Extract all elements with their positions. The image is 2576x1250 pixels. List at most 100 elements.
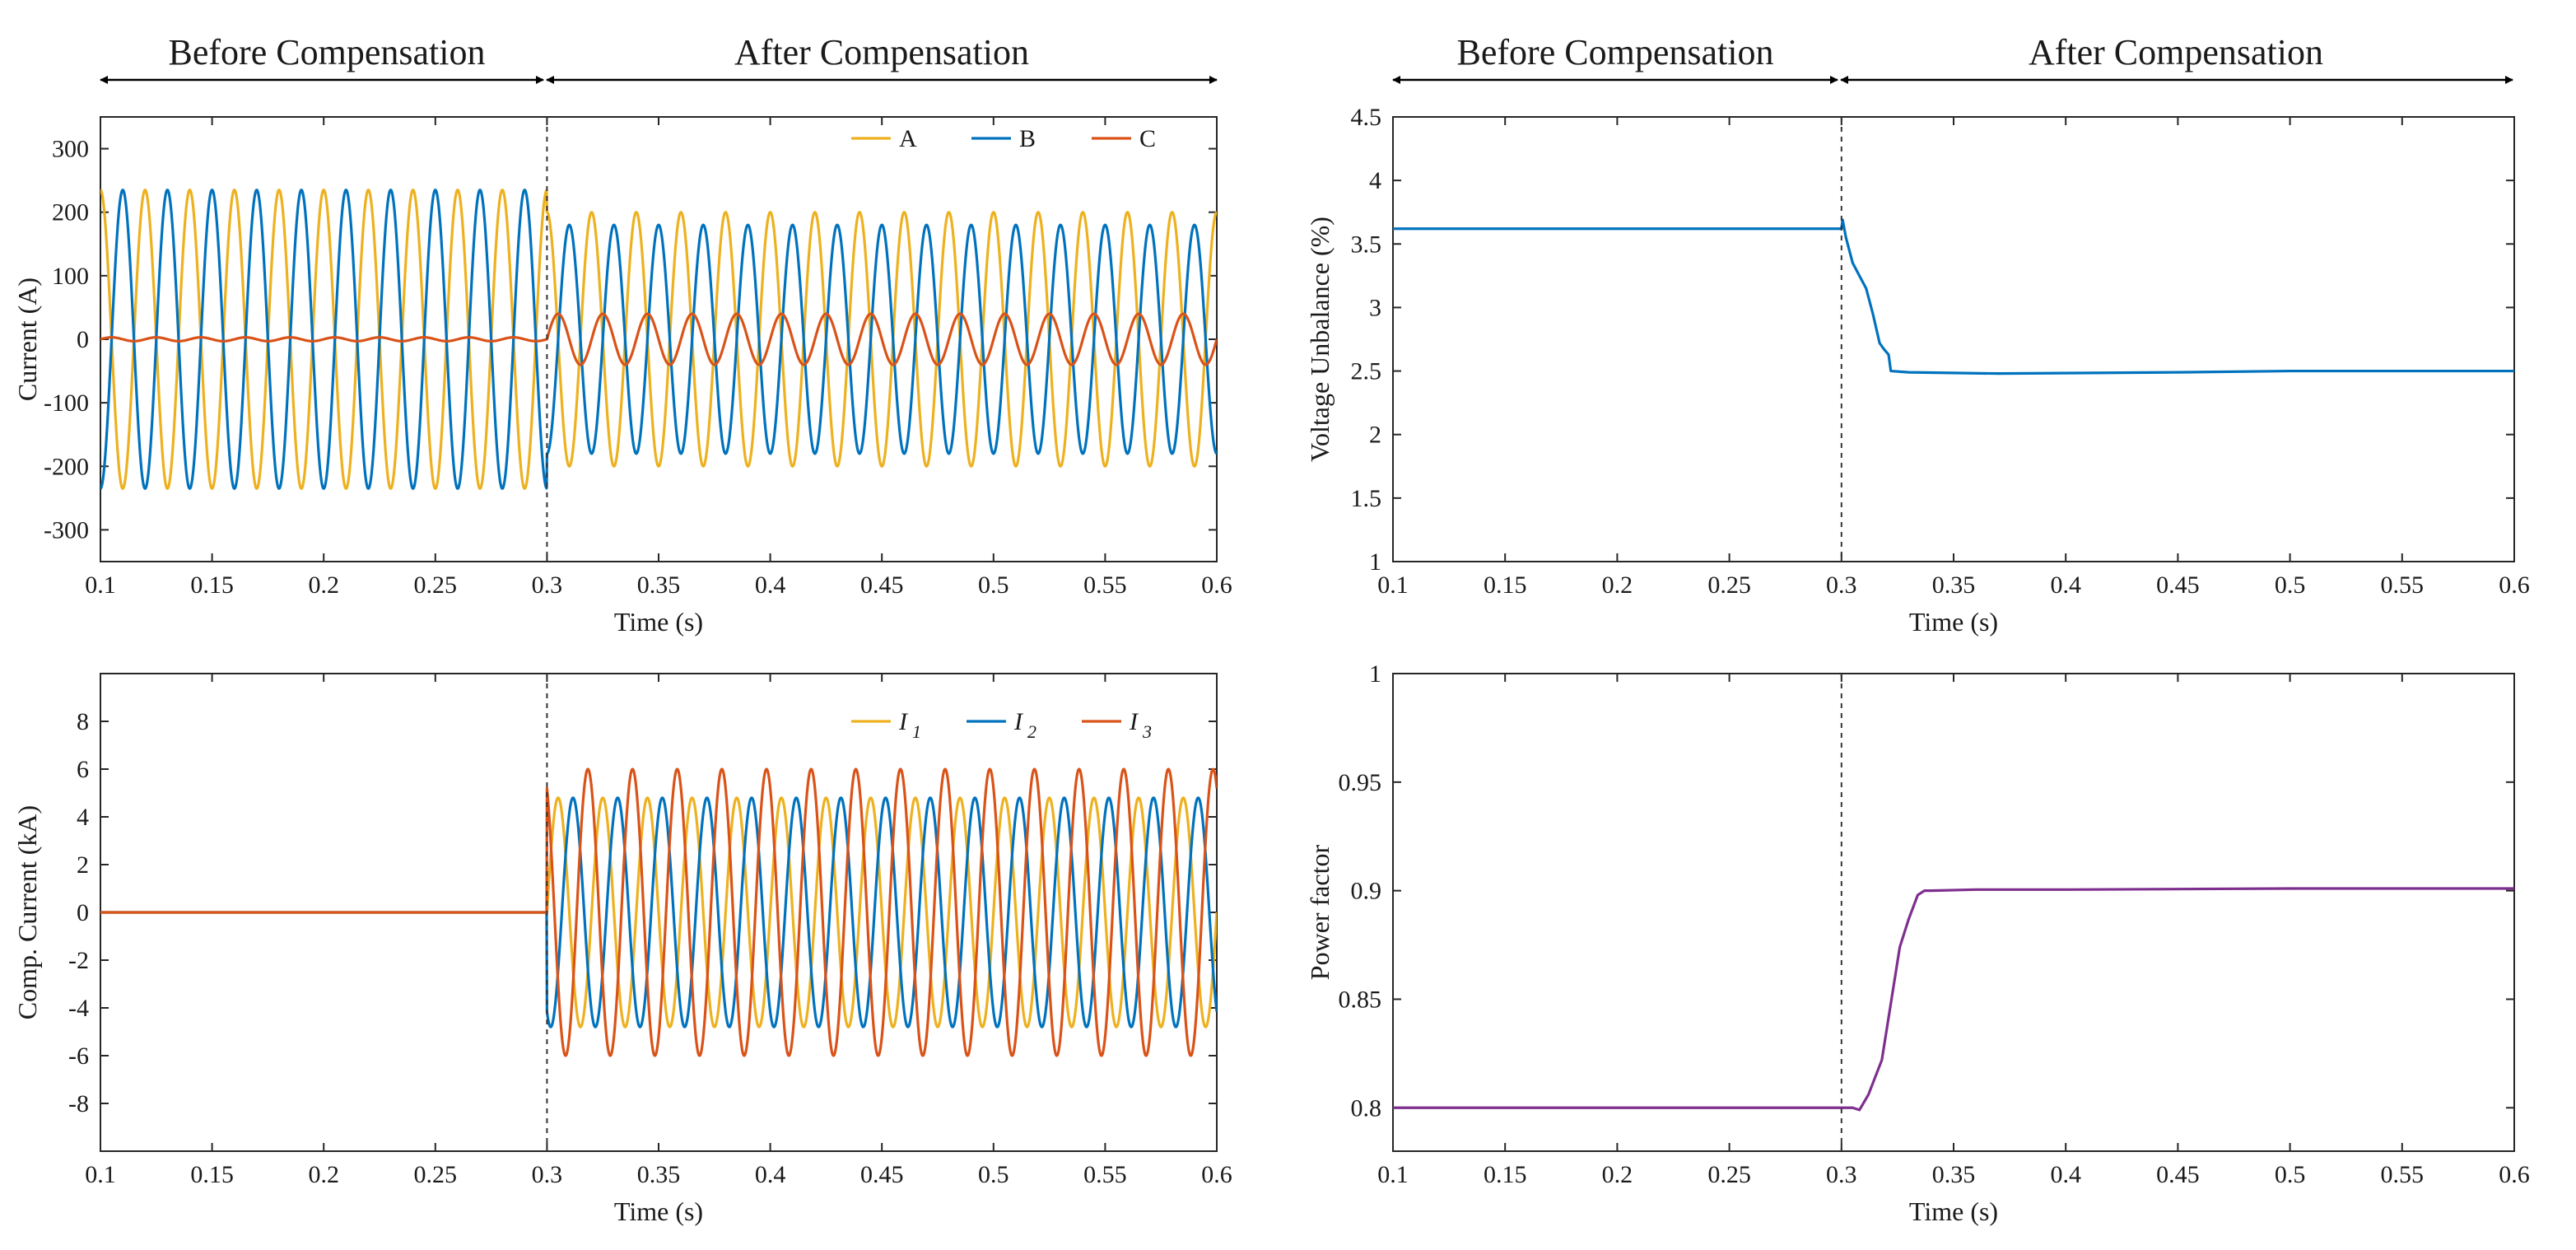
power-factor-x-tick-label: 0.1 (1377, 1161, 1409, 1188)
compensator-currents-x-axis-label: Time (s) (614, 1196, 703, 1226)
power-factor-y-tick-label: 0.9 (1351, 878, 1382, 905)
compensator-currents-y-tick-label: -2 (68, 947, 89, 974)
compensator-currents-x-tick-label: 0.15 (190, 1161, 234, 1188)
voltage-unbalance-plot-area (1392, 116, 2515, 562)
power-factor-x-tick-label: 0.35 (1932, 1161, 1976, 1188)
phase-currents-legend-label: A (899, 125, 917, 152)
compensator-currents-legend-label: I (1013, 708, 1024, 735)
phase-currents-legend-label: C (1139, 125, 1156, 152)
compensator-currents-series-group (100, 767, 1217, 1057)
voltage-unbalance-x-tick-label: 0.35 (1932, 571, 1976, 599)
compensator-currents-chart: 0.1 0.15 0.2 0.25 0.3 0.35 0.4 0.45 0.5 0.55 0.6 -8… (12, 673, 1232, 1226)
phase-currents-y-tick-label: 200 (52, 199, 89, 226)
compensator-currents-legend-label: I (1129, 708, 1139, 735)
power-factor-y-axis-label: Power factor (1305, 844, 1335, 980)
phase-currents-y-tick-label: 100 (52, 263, 89, 290)
compensator-currents-x-tick-label: 0.55 (1083, 1161, 1127, 1188)
voltage-unbalance-y-tick-label: 3 (1369, 294, 1381, 321)
left-header: Before Compensation After Compensation (100, 30, 1218, 84)
phase-currents-x-tick-label: 0.6 (1201, 571, 1232, 599)
compensator-currents-x-tick-label: 0.2 (308, 1161, 339, 1188)
phase-currents-y-tick-label: -100 (44, 389, 89, 417)
voltage-unbalance-x-tick-label: 0.5 (2275, 571, 2306, 599)
voltage-unbalance-y-tick-label: 2.5 (1351, 358, 1382, 385)
phase-currents-x-tick-label: 0.1 (85, 571, 116, 599)
power-factor-y-tick-label: 0.85 (1339, 986, 1382, 1013)
voltage-unbalance-y-axis-label: Voltage Unbalance (%) (1305, 217, 1335, 462)
voltage-unbalance-x-tick-label: 0.1 (1377, 571, 1409, 599)
compensator-currents-x-tick-label: 0.35 (637, 1161, 681, 1188)
voltage-unbalance-x-tick-label: 0.4 (2050, 571, 2081, 599)
right-header: Before Compensation After Compensation (1392, 30, 2513, 84)
power-factor-x-tick-label: 0.4 (2050, 1161, 2081, 1188)
power-factor-x-tick-label: 0.25 (1707, 1161, 1751, 1188)
compensator-currents-legend-label: I (898, 708, 909, 735)
voltage-unbalance-y-tick-label: 4 (1369, 167, 1381, 194)
compensator-currents-y-tick-label: 6 (77, 756, 89, 783)
phase-currents-y-tick-label: -200 (44, 453, 89, 480)
phase-currents-chart: 0.1 0.15 0.2 0.25 0.3 0.35 0.4 0.45 0.5 0.55 0.6 -3… (12, 116, 1232, 637)
left-header-after: After Compensation (734, 32, 1029, 72)
phase-currents-y-tick-label: 0 (77, 326, 89, 353)
compensator-currents-y-tick-label: -6 (68, 1042, 89, 1070)
power-factor-x-axis-label: Time (s) (1909, 1196, 1998, 1226)
voltage-unbalance-y-tick-label: 1.5 (1351, 485, 1382, 512)
power-factor-series-Power factor (1393, 887, 2514, 1112)
phase-currents-series-B (100, 189, 1217, 490)
power-factor-x-tick-label: 0.6 (2499, 1161, 2530, 1188)
power-factor-x-tick-label: 0.55 (2381, 1161, 2425, 1188)
voltage-unbalance-x-tick-label: 0.6 (2499, 571, 2530, 599)
right-header-before: Before Compensation (1457, 32, 1774, 72)
compensator-currents-x-tick-label: 0.6 (1201, 1161, 1232, 1188)
power-factor-chart: 0.1 0.15 0.2 0.25 0.3 0.35 0.4 0.45 0.5 0.55 0.6 0.… (1305, 660, 2530, 1226)
power-factor-x-tick-label: 0.5 (2275, 1161, 2306, 1188)
power-factor-plot-area (1392, 673, 2515, 1152)
compensator-currents-x-tick-label: 0.1 (85, 1161, 116, 1188)
voltage-unbalance-x-tick-label: 0.2 (1602, 571, 1633, 599)
voltage-unbalance-x-tick-label: 0.3 (1826, 571, 1857, 599)
voltage-unbalance-y-tick-label: 1 (1369, 548, 1381, 576)
compensator-currents-x-tick-label: 0.4 (755, 1161, 786, 1188)
voltage-unbalance-x-axis-label: Time (s) (1909, 607, 1998, 637)
voltage-unbalance-x-tick-label: 0.45 (2156, 571, 2200, 599)
compensator-currents-y-tick-label: 4 (77, 804, 89, 831)
compensator-currents-series-I3 (100, 767, 1217, 1057)
voltage-unbalance-x-tick-label: 0.25 (1707, 571, 1751, 599)
compensator-currents-y-tick-label: 2 (77, 851, 89, 879)
phase-currents-x-tick-label: 0.55 (1083, 571, 1127, 599)
phase-currents-series-C (100, 312, 1217, 366)
compensator-currents-x-tick-label: 0.45 (860, 1161, 904, 1188)
phase-currents-x-tick-label: 0.5 (978, 571, 1009, 599)
voltage-unbalance-series-group (1393, 218, 2514, 375)
phase-currents-x-tick-label: 0.2 (308, 571, 339, 599)
phase-currents-x-tick-label: 0.15 (190, 571, 234, 599)
voltage-unbalance-series-Voltage Unbalance (1393, 218, 2514, 375)
left-header-before: Before Compensation (169, 32, 486, 72)
power-factor-x-tick-label: 0.45 (2156, 1161, 2200, 1188)
power-factor-series-group (1393, 887, 2514, 1112)
compensator-currents-x-tick-label: 0.3 (532, 1161, 563, 1188)
power-factor-y-tick-label: 0.8 (1351, 1094, 1382, 1122)
phase-currents-x-tick-label: 0.45 (860, 571, 904, 599)
voltage-unbalance-y-tick-label: 3.5 (1351, 231, 1382, 258)
phase-currents-series-group (100, 189, 1217, 490)
compensator-currents-y-tick-label: 0 (77, 899, 89, 926)
compensator-currents-legend-subscript: 1 (912, 721, 921, 742)
voltage-unbalance-y-tick-label: 2 (1369, 422, 1381, 449)
voltage-unbalance-x-tick-label: 0.15 (1484, 571, 1527, 599)
phase-currents-x-tick-label: 0.3 (532, 571, 563, 599)
voltage-unbalance-y-tick-label: 4.5 (1351, 104, 1382, 131)
voltage-unbalance-chart: 0.1 0.15 0.2 0.25 0.3 0.35 0.4 0.45 0.5 0.55 0.6 1 1… (1305, 104, 2530, 637)
power-factor-x-tick-label: 0.15 (1484, 1161, 1527, 1188)
phase-currents-series-A (100, 189, 1217, 490)
phase-currents-x-tick-label: 0.4 (755, 571, 786, 599)
voltage-unbalance-x-tick-label: 0.55 (2381, 571, 2425, 599)
compensator-currents-legend-subscript: 2 (1027, 721, 1036, 742)
phase-currents-x-axis-label: Time (s) (614, 607, 703, 637)
phase-currents-x-tick-label: 0.25 (414, 571, 458, 599)
power-factor-y-tick-label: 0.95 (1339, 769, 1382, 796)
compensator-currents-y-axis-label: Comp. Current (kA) (12, 805, 42, 1019)
compensator-currents-x-tick-label: 0.25 (414, 1161, 458, 1188)
phase-currents-y-axis-label: Current (A) (12, 278, 42, 401)
power-factor-x-tick-label: 0.2 (1602, 1161, 1633, 1188)
